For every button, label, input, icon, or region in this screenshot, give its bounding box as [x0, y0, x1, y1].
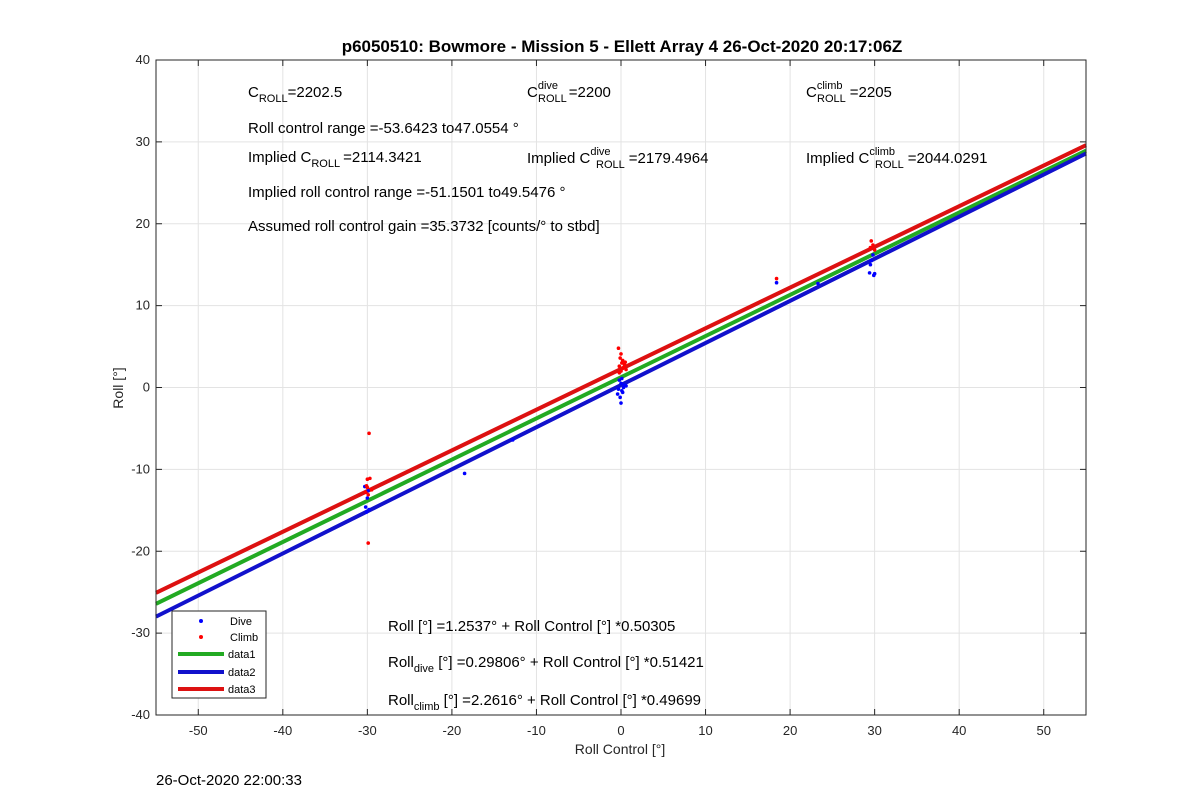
point-dive	[615, 392, 620, 396]
point-climb	[367, 431, 371, 436]
point-dive	[462, 471, 467, 476]
annotation-fit-climb: Rollclimb [°] =2.2616° + Roll Control [°…	[388, 692, 701, 713]
plot-frame	[155, 59, 1087, 716]
legend: Dive Climb data1 data2 data3	[171, 610, 267, 699]
point-dive	[618, 395, 622, 400]
legend-marker-dive	[199, 619, 203, 623]
x-tick-label: 0	[617, 723, 624, 738]
y-axis-label: Roll [°]	[110, 367, 126, 408]
x-tick-label: -10	[527, 723, 546, 738]
point-climb	[868, 245, 873, 250]
y-tick-label: -10	[131, 461, 150, 476]
legend-label-data3: data3	[228, 684, 256, 696]
point-climb	[617, 370, 622, 375]
x-tick-label: 20	[783, 723, 797, 738]
annotation-implied-croll-dive: Implied Cdive ROLL =2179.4964	[527, 146, 708, 171]
point-dive	[868, 262, 873, 267]
point-climb	[366, 492, 371, 497]
y-tick-label: 40	[136, 52, 150, 67]
point-dive	[619, 401, 623, 405]
x-tick-label: 40	[952, 723, 966, 738]
annotation-fit-dive: Rolldive [°] =0.29806° + Roll Control [°…	[388, 654, 704, 675]
point-climb	[363, 490, 368, 495]
data-points	[363, 239, 877, 545]
y-tick-label: -20	[131, 543, 150, 558]
annotation-fit-all: Roll [°] =1.2537° + Roll Control [°] *0.…	[388, 618, 675, 635]
point-climb	[618, 356, 622, 360]
x-tick-label: 50	[1036, 723, 1050, 738]
annotation-croll: CROLL=2202.5	[248, 84, 342, 105]
point-dive	[774, 280, 779, 285]
annotations: CROLL=2202.5 Cdive ROLL =2200 Cclimb ROLL =2…	[248, 80, 987, 713]
chart-title: p6050510: Bowmore - Mission 5 - Ellett A…	[342, 37, 903, 56]
annotation-implied-range: Implied roll control range =-51.1501 to4…	[248, 184, 565, 201]
annotation-croll-dive: Cdive ROLL =2200	[527, 80, 611, 105]
x-tick-label: -40	[273, 723, 292, 738]
x-tick-label: -50	[189, 723, 208, 738]
point-dive	[624, 384, 628, 388]
x-tick-label: -30	[358, 723, 377, 738]
point-dive	[869, 258, 874, 263]
point-climb	[871, 243, 875, 247]
point-climb	[774, 276, 779, 281]
y-tick-label: -40	[131, 707, 150, 722]
point-dive	[872, 271, 877, 276]
y-tick-label: 0	[143, 380, 150, 395]
y-tick-label: 30	[136, 134, 150, 149]
point-climb	[366, 541, 371, 545]
point-climb	[872, 248, 877, 252]
annotation-implied-croll: Implied CROLL =2114.3421	[248, 149, 422, 170]
point-climb	[616, 346, 621, 351]
x-tick-label: -20	[443, 723, 462, 738]
point-climb	[624, 367, 628, 372]
point-climb	[623, 360, 628, 364]
annotation-implied-croll-climb: Implied Cclimb ROLL =2044.0291	[806, 146, 987, 171]
fit-line-data3	[155, 143, 1087, 595]
x-tick-label: 30	[867, 723, 881, 738]
y-tick-label: -30	[131, 625, 150, 640]
point-climb	[368, 476, 372, 481]
point-climb	[869, 239, 874, 243]
annotation-roll-range: Roll control range =-53.6423 to47.0554 °	[248, 120, 519, 137]
legend-label-dive: Dive	[230, 616, 252, 628]
y-tick-label: 10	[136, 298, 150, 313]
point-dive	[619, 381, 623, 386]
point-dive	[620, 388, 624, 393]
point-dive	[510, 438, 515, 442]
point-dive	[367, 507, 371, 512]
point-dive	[364, 510, 369, 514]
point-dive	[365, 496, 370, 500]
axis-ticks: -50 -40 -30 -20 -10 0 10 20 30 40 50 -40 -30 -20 -10 0 1…	[131, 52, 1086, 738]
point-dive	[620, 376, 624, 381]
point-dive	[616, 387, 621, 391]
legend-label-data1: data1	[228, 649, 256, 661]
point-climb	[619, 352, 623, 356]
point-dive	[867, 271, 872, 275]
annotation-croll-climb: Cclimb ROLL =2205	[806, 80, 892, 105]
x-tick-label: 10	[698, 723, 712, 738]
legend-marker-climb	[199, 635, 203, 639]
point-climb	[364, 483, 369, 488]
point-dive	[363, 505, 368, 509]
x-axis-label: Roll Control [°]	[575, 741, 665, 757]
annotation-gain: Assumed roll control gain =35.3732 [coun…	[248, 218, 600, 235]
legend-label-climb: Climb	[230, 632, 258, 644]
footer-timestamp: 26-Oct-2020 22:00:33	[156, 772, 302, 789]
point-climb	[369, 488, 374, 492]
point-climb	[617, 364, 622, 369]
legend-label-data2: data2	[228, 667, 256, 679]
y-tick-label: 20	[136, 216, 150, 231]
point-dive	[871, 253, 875, 257]
point-dive	[816, 281, 820, 286]
